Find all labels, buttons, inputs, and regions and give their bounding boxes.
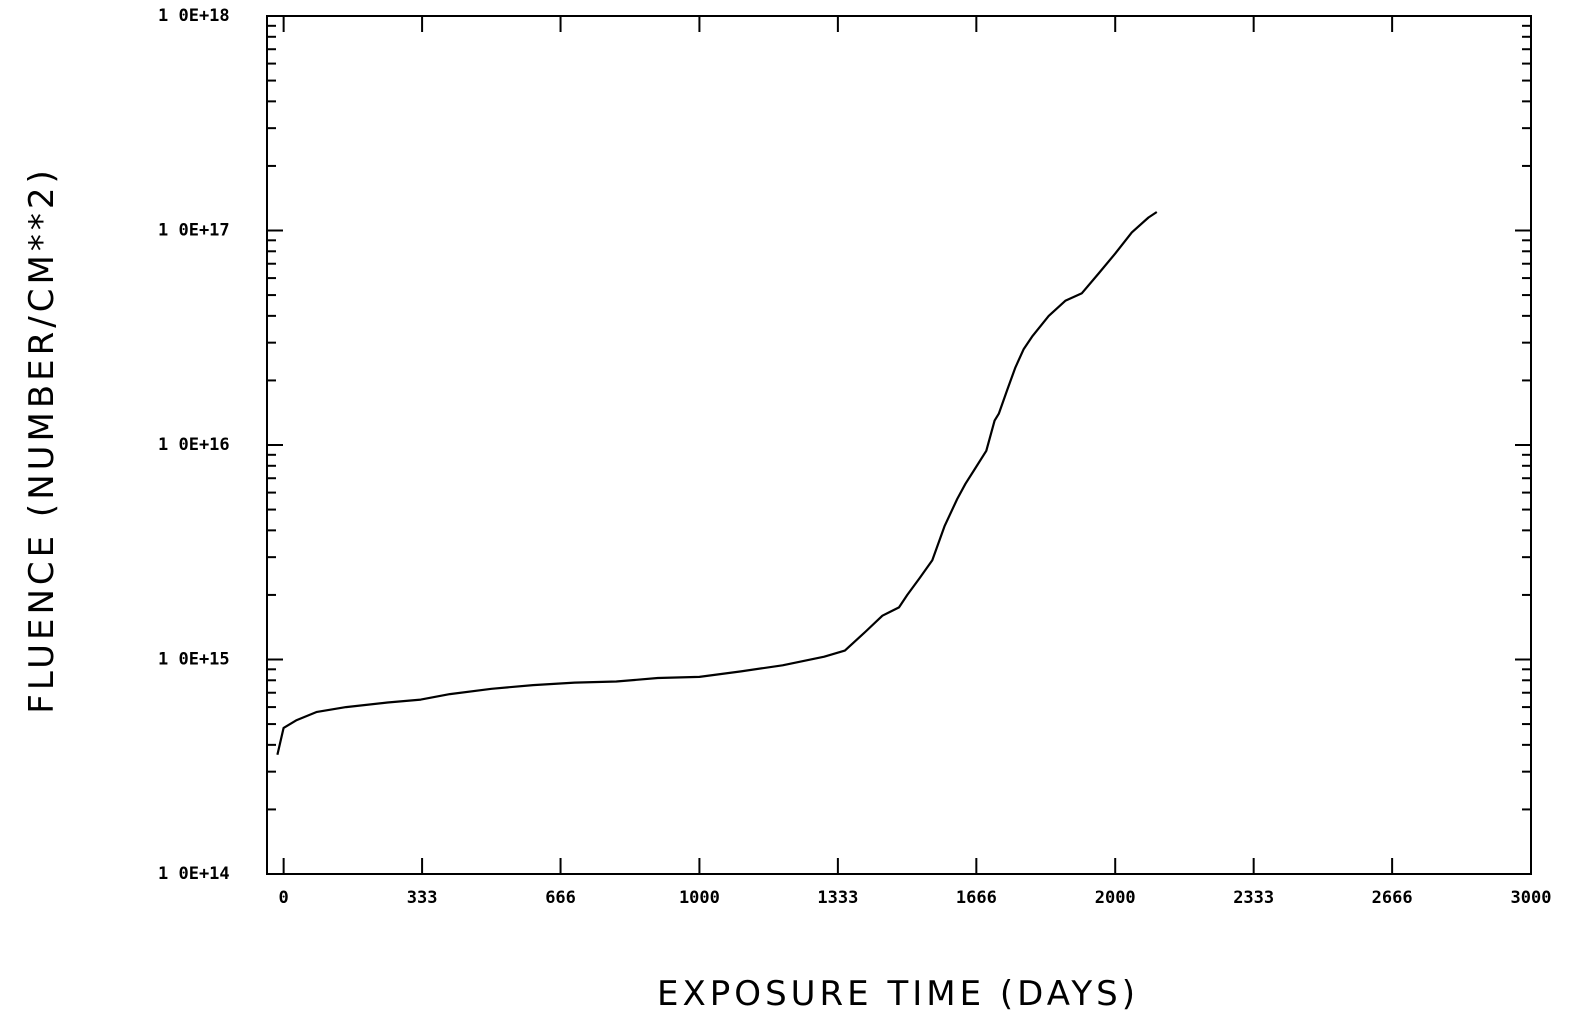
- x-tick-label: 0: [279, 888, 289, 908]
- x-tick-label: 2000: [1095, 888, 1136, 908]
- x-tick-label: 1666: [956, 888, 997, 908]
- y-tick-label: 1 0E+18: [158, 6, 230, 26]
- series-line: [276, 211, 1158, 755]
- series-group: [276, 211, 1158, 755]
- x-tick-label: 333: [407, 888, 438, 908]
- y-tick-label: 1 0E+14: [158, 864, 230, 884]
- x-axis-title: EXPOSURE TIME (DAYS): [657, 974, 1139, 1014]
- y-axis-title: FLUENCE (NUMBER/CM**2): [22, 166, 62, 713]
- y-tick-label: 1 0E+17: [158, 221, 230, 241]
- x-tick-label: 3000: [1511, 888, 1552, 908]
- x-tick-label: 2666: [1372, 888, 1413, 908]
- x-tick-label: 666: [545, 888, 576, 908]
- y-tick-label: 1 0E+15: [158, 650, 230, 670]
- x-tick-label: 1333: [817, 888, 858, 908]
- x-tick-label: 1000: [679, 888, 720, 908]
- y-axis-ticks: 1 0E+14 1 0E+15 1 0E+16 1 0E+17 1 0E+18: [158, 6, 1531, 884]
- plot-frame: [266, 15, 1532, 875]
- x-tick-label: 2333: [1233, 888, 1274, 908]
- y-tick-label: 1 0E+16: [158, 435, 230, 455]
- x-axis-ticks: 0 333 666 1000 1333 1666 2000 2333 2666 3000: [279, 16, 1552, 908]
